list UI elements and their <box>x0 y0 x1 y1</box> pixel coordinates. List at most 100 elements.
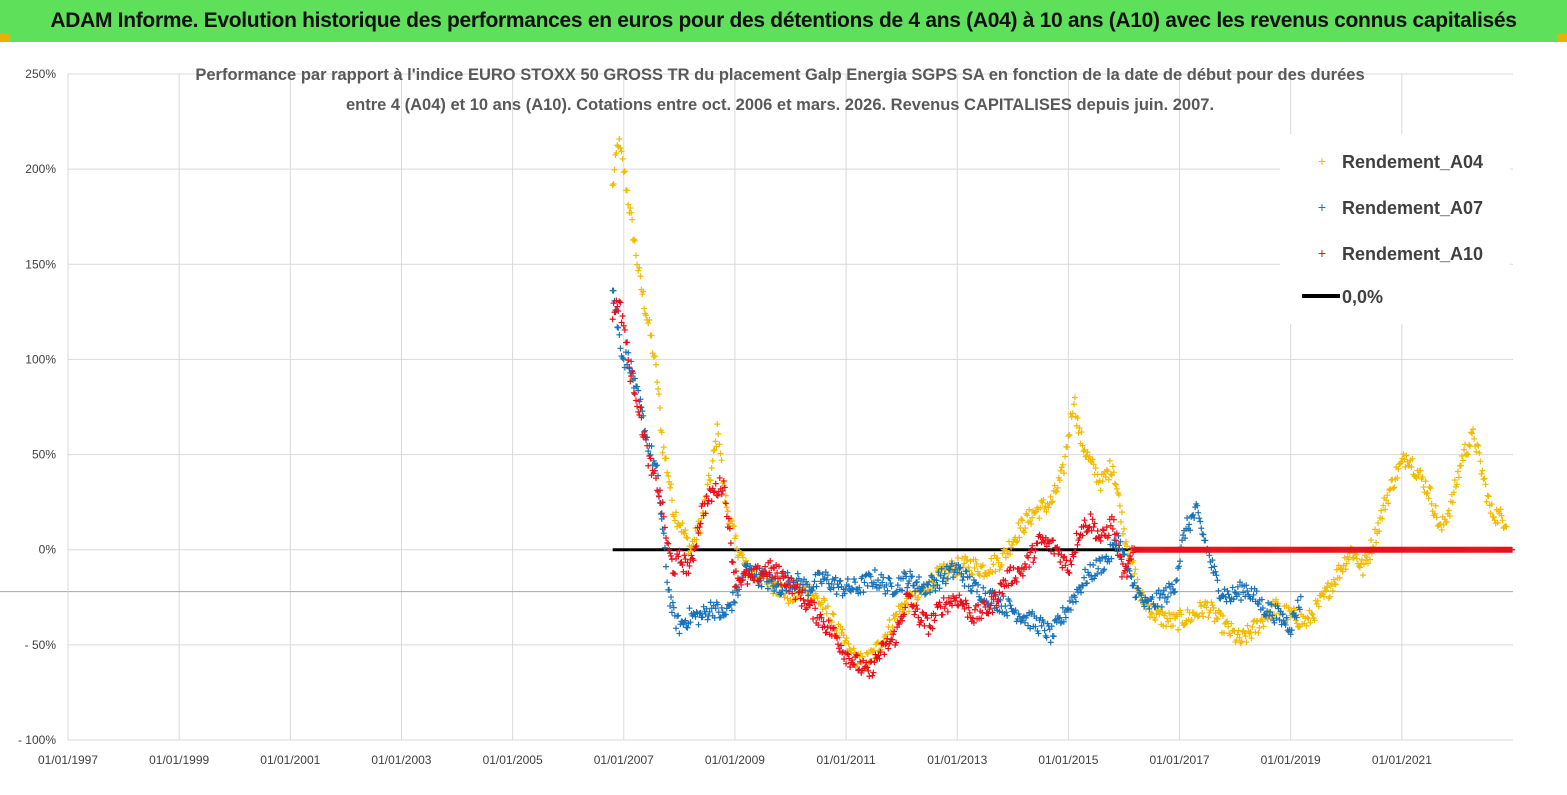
data-point <box>1244 588 1251 595</box>
data-point <box>945 594 952 601</box>
data-point <box>884 635 891 642</box>
data-point <box>1311 617 1318 624</box>
x-tick-label: 01/01/1999 <box>149 753 209 767</box>
data-point <box>852 579 859 586</box>
data-point <box>1054 484 1061 491</box>
data-point <box>1229 584 1236 591</box>
data-point <box>704 616 711 623</box>
data-point <box>663 563 670 570</box>
data-point <box>1260 623 1267 630</box>
data-point <box>679 520 686 527</box>
report-banner-title: ADAM Informe. Evolution historique des p… <box>0 0 1567 42</box>
data-point <box>732 532 739 539</box>
data-point <box>702 510 709 517</box>
data-point <box>838 642 845 649</box>
data-point <box>966 573 973 580</box>
data-point <box>1503 523 1510 530</box>
data-point <box>1219 612 1226 619</box>
data-point <box>995 598 1002 605</box>
data-point <box>626 364 633 371</box>
data-point <box>1337 565 1344 572</box>
data-point <box>1015 610 1022 617</box>
data-point <box>946 566 953 573</box>
data-point <box>1391 484 1398 491</box>
data-point <box>771 579 778 586</box>
data-point <box>1174 576 1181 583</box>
data-point <box>860 657 867 664</box>
data-point <box>703 605 710 612</box>
data-point <box>1431 510 1438 517</box>
data-point <box>642 427 649 434</box>
data-point <box>915 594 922 601</box>
data-point <box>1034 540 1041 547</box>
data-point <box>871 659 878 666</box>
data-point <box>1083 529 1090 536</box>
x-tick-label: 01/01/2017 <box>1150 753 1210 767</box>
data-point <box>1117 554 1124 561</box>
data-point <box>1155 587 1162 594</box>
data-point <box>1027 518 1034 525</box>
data-point <box>619 155 626 162</box>
data-point <box>634 261 641 268</box>
data-point <box>1052 489 1059 496</box>
data-point <box>925 631 932 638</box>
data-point <box>1117 538 1124 545</box>
data-point <box>1177 558 1184 565</box>
data-point <box>1013 578 1020 585</box>
data-point <box>893 588 900 595</box>
data-point <box>733 546 740 553</box>
data-point <box>1332 581 1339 588</box>
data-point <box>705 472 712 479</box>
data-point <box>1373 539 1380 546</box>
data-point <box>753 566 760 573</box>
data-point <box>1167 590 1174 597</box>
data-point <box>666 546 673 553</box>
data-point <box>678 558 685 565</box>
data-point <box>864 582 871 589</box>
data-point <box>648 332 655 339</box>
data-point <box>1307 619 1314 626</box>
data-point <box>1457 462 1464 469</box>
y-tick-label: 150% <box>25 257 56 271</box>
data-point <box>1091 520 1098 527</box>
data-point <box>846 646 853 653</box>
data-point <box>1296 624 1303 631</box>
data-point <box>1025 554 1032 561</box>
data-point <box>709 457 716 464</box>
data-point <box>1094 528 1101 535</box>
data-point <box>1487 510 1494 517</box>
data-point <box>1224 587 1231 594</box>
data-point <box>780 573 787 580</box>
data-point <box>1191 514 1198 521</box>
data-point <box>837 577 844 584</box>
data-point <box>830 624 837 631</box>
data-point <box>675 612 682 619</box>
data-point <box>1268 601 1275 608</box>
data-point <box>1187 527 1194 534</box>
data-point <box>1428 500 1435 507</box>
data-point <box>828 619 835 626</box>
data-point <box>1424 489 1431 496</box>
data-point <box>1050 633 1057 640</box>
data-point <box>1049 498 1056 505</box>
data-point <box>1069 410 1076 417</box>
data-point <box>1267 609 1274 616</box>
data-point <box>1238 597 1245 604</box>
data-point <box>712 438 719 445</box>
data-point <box>962 597 969 604</box>
data-point <box>717 614 724 621</box>
data-point <box>1091 575 1098 582</box>
legend-label-zero: 0,0% <box>1342 287 1383 307</box>
data-point <box>1188 616 1195 623</box>
data-point <box>985 570 992 577</box>
data-point <box>641 428 648 435</box>
y-tick-label: - 50% <box>25 638 57 652</box>
data-point <box>1271 619 1278 626</box>
data-point <box>976 593 983 600</box>
y-tick-label: 200% <box>25 162 56 176</box>
data-point <box>814 595 821 602</box>
data-point <box>861 579 868 586</box>
data-point <box>777 575 784 582</box>
data-point <box>615 308 622 315</box>
data-point <box>1499 517 1506 524</box>
